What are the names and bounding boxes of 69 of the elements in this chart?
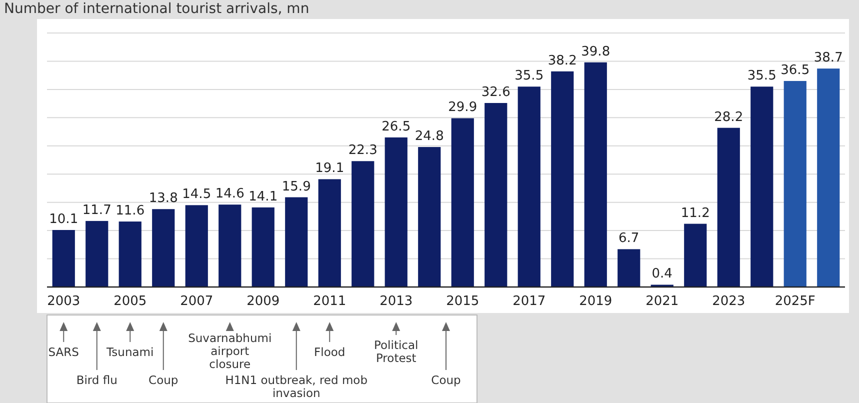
text: Bird flu [76,373,118,387]
data-label: 0.4 [652,266,672,282]
x-tick-label: 2011 [313,294,346,309]
x-tick-label: 2019 [579,294,612,309]
data-label: 35.5 [747,68,776,84]
data-label: 29.9 [448,100,478,116]
text: H1N1 outbreak, red mob invasion [225,373,368,400]
bar [518,86,540,287]
text: SARS [48,345,79,359]
bar [750,86,774,287]
data-label: 11.7 [82,202,112,218]
bar [384,137,408,287]
text: Coup [148,373,178,387]
bar [52,230,75,287]
x-tick-label: 2009 [246,294,280,309]
x-tick-label: 2025F [774,294,816,309]
bar [451,118,474,287]
bar [86,220,108,287]
text: Political Protest [374,338,418,365]
bar [684,224,707,287]
data-label: 39.8 [581,44,610,60]
bar [218,204,242,287]
data-label: 14.1 [248,189,278,204]
data-label: 38.7 [814,50,843,66]
text: Suvarnabhumi airport closure [188,331,272,371]
data-label: 19.1 [315,161,344,176]
data-label: 14.5 [182,187,212,202]
data-label: 26.5 [382,119,411,134]
data-label: 10.1 [49,212,78,227]
x-tick-label: 2021 [646,294,679,309]
bar [484,102,508,287]
bar [584,62,607,287]
bar [352,161,374,287]
x-tick-label: 2015 [446,294,480,309]
x-tick-label: 2013 [380,294,413,309]
text: Tsunami [106,345,154,359]
data-label: 35.5 [514,68,544,84]
bar [152,209,175,287]
chart-title: Number of international tourist arrivals, mn [4,1,310,17]
data-label: 15.9 [282,179,311,194]
text: Flood [314,345,346,359]
bar [418,147,441,287]
bar [618,249,640,287]
data-label: 14.6 [215,186,244,202]
data-label: 28.2 [714,110,744,125]
x-tick-label: 2023 [712,294,746,309]
bar [717,128,740,287]
data-label: 24.8 [414,129,444,144]
data-label: 13.8 [148,191,178,206]
bar [817,68,840,287]
data-label: 36.5 [780,62,810,78]
data-label: 38.2 [548,53,577,68]
x-tick-label: 2005 [114,294,147,309]
bar [285,197,308,287]
text: Coup [431,373,461,387]
bar [318,179,341,287]
x-tick-label: 2007 [180,294,214,309]
bar [551,71,574,287]
x-tick-label: 2003 [47,294,80,309]
data-label: 11.2 [680,206,710,221]
data-label: 11.6 [116,204,145,219]
x-tick-label: 2017 [512,294,546,309]
bar [784,80,806,287]
bar [252,207,274,287]
data-label: 22.3 [348,143,378,158]
data-label: 32.6 [481,84,510,100]
bar [185,205,208,287]
bar [118,222,142,287]
data-label: 6.7 [618,231,640,246]
